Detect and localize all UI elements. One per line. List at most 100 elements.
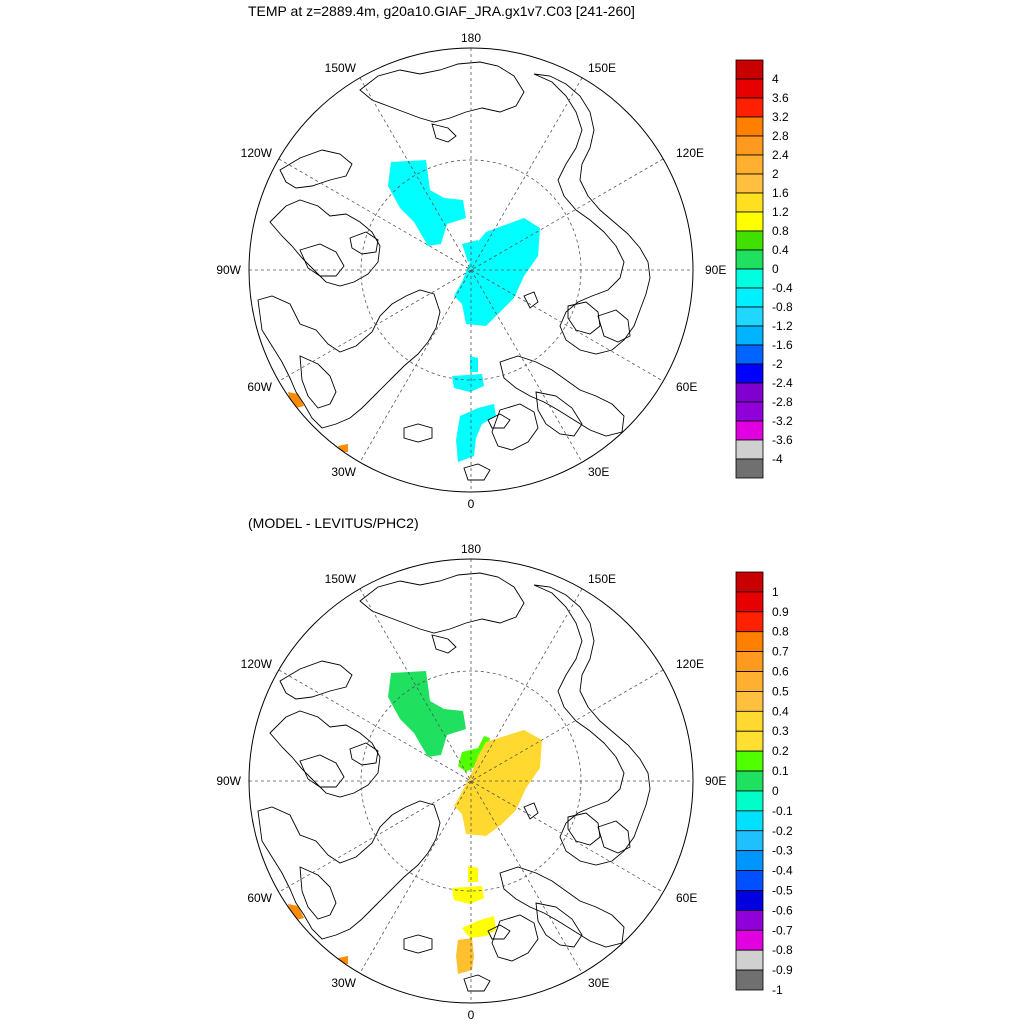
colorbar-swatch xyxy=(735,59,764,80)
green-region-beaufort xyxy=(388,671,466,757)
colorbar-swatch xyxy=(735,363,764,384)
svg-text:60W: 60W xyxy=(247,380,272,394)
orange-region-1 xyxy=(288,392,304,408)
colorbar-tick-label: 0 xyxy=(772,784,779,798)
colorbar-swatch xyxy=(735,850,764,871)
orange-region-1b xyxy=(288,904,304,920)
svg-text:60E: 60E xyxy=(676,891,697,905)
graticule-top xyxy=(249,48,693,492)
colorbar-swatch xyxy=(735,192,764,213)
colorbar-tick-label: 2.4 xyxy=(772,148,789,162)
colorbar-swatch xyxy=(735,949,764,971)
cyan-region-fram xyxy=(452,356,484,392)
colorbar-swatch xyxy=(735,929,764,951)
colorbar-tick-label: -0.4 xyxy=(772,864,793,878)
colorbar-tick-label: 0.4 xyxy=(772,243,789,257)
colorbar-tick-label: -0.8 xyxy=(772,300,793,314)
coastlines-bottom xyxy=(257,572,651,992)
colorbar-tick-label: -0.3 xyxy=(772,844,793,858)
svg-text:30W: 30W xyxy=(331,976,356,990)
coastlines-top xyxy=(257,61,651,481)
svg-text:120W: 120W xyxy=(241,146,273,160)
colorbar-swatch xyxy=(735,671,764,692)
colorbar-tick-label: 3.2 xyxy=(772,110,789,124)
longitude-labels-bottom: 180 0 90W 90E 150W 120W 60W 30W 150E 120… xyxy=(216,542,726,1022)
colorbar-swatch xyxy=(735,909,764,931)
cyan-region-central-arctic xyxy=(454,218,540,326)
colorbar-swatch xyxy=(735,230,764,251)
colorbar-tick-label: -0.8 xyxy=(772,943,793,957)
orange-region-nordic xyxy=(456,938,474,974)
colorbar-swatch xyxy=(735,78,764,99)
colorbar-swatch xyxy=(735,830,764,852)
colorbar-swatch xyxy=(735,382,764,403)
svg-text:120E: 120E xyxy=(676,657,704,671)
colorbar-tick-label: -3.2 xyxy=(772,414,793,428)
colorbar-tick-label: -0.5 xyxy=(772,883,793,897)
colorbar-swatch xyxy=(735,770,764,792)
cyan-region-beaufort xyxy=(388,160,466,246)
colorbar-swatch xyxy=(735,870,764,891)
svg-text:90E: 90E xyxy=(705,263,726,277)
polar-map-top: 180 0 90W 90E 150W 120W 60W 30W 150E 120… xyxy=(216,31,793,511)
colorbar-tick-label: 0.7 xyxy=(772,645,789,659)
colorbar-tick-label: 4 xyxy=(772,72,779,86)
colorbar-tick-label: -0.7 xyxy=(772,923,793,937)
colorbar-swatch xyxy=(735,325,764,346)
colorbar-tick-label: 0.5 xyxy=(772,684,789,698)
colorbar-tick-label: -0.6 xyxy=(772,903,793,917)
colorbar-swatch xyxy=(735,306,764,327)
colorbar-swatch xyxy=(735,154,764,175)
colorbar-swatch xyxy=(735,268,764,289)
colorbar-swatch xyxy=(735,710,764,732)
svg-text:30E: 30E xyxy=(588,976,609,990)
colorbar-tick-label: -1.2 xyxy=(772,319,793,333)
plot-title-difference: (MODEL - LEVITUS/PHC2) xyxy=(248,515,419,531)
colorbar-tick-label: -1.6 xyxy=(772,338,793,352)
colorbar-swatch xyxy=(735,458,764,479)
colorbar-swatch xyxy=(735,790,764,812)
colorbar-swatch xyxy=(735,135,764,156)
yellow-region-nordic-north xyxy=(462,916,496,938)
colorbar-tick-label: 0.8 xyxy=(772,625,789,639)
longitude-labels-top: 180 0 90W 90E 150W 120W 60W 30W 150E 120… xyxy=(216,31,726,511)
colorbar-swatch xyxy=(735,344,764,365)
colorbar-swatch xyxy=(735,611,764,633)
colorbar-tick-label: 0.8 xyxy=(772,224,789,238)
colorbar-tick-label: -2.8 xyxy=(772,395,793,409)
colorbar-swatch xyxy=(735,287,764,308)
colorbar-tick-label: 2 xyxy=(772,167,779,181)
colorbar-tick-label: -0.2 xyxy=(772,824,793,838)
colorbar-tick-label: -0.1 xyxy=(772,804,793,818)
colorbar-swatch xyxy=(735,173,764,194)
colorbar-tick-label: 0.1 xyxy=(772,764,789,778)
colorbar-tick-label: -3.6 xyxy=(772,433,793,447)
svg-text:90W: 90W xyxy=(216,263,241,277)
colorbar-tick-label: 1.6 xyxy=(772,186,789,200)
colorbar-tick-label: 3.6 xyxy=(772,91,789,105)
svg-text:30E: 30E xyxy=(588,465,609,479)
svg-text:120W: 120W xyxy=(241,657,273,671)
svg-text:60W: 60W xyxy=(247,891,272,905)
colorbar-tick-label: 1 xyxy=(772,585,779,599)
colorbar-swatch xyxy=(735,439,764,460)
map-boundary-top xyxy=(248,47,694,493)
svg-text:0: 0 xyxy=(468,497,475,511)
colorbar-swatch xyxy=(735,651,764,672)
colorbar-tick-label: 0.3 xyxy=(772,724,789,738)
colorbar-tick-label: -0.4 xyxy=(772,281,793,295)
lightgreen-region-small xyxy=(458,736,490,772)
colorbar-tick-label: -0.9 xyxy=(772,963,793,977)
colorbar-tick-label: 0.6 xyxy=(772,665,789,679)
colorbar-swatch xyxy=(735,116,764,137)
yellow-region-central-arctic xyxy=(454,730,542,836)
colorbar-swatch xyxy=(735,810,764,832)
colorbar-tick-label: -1 xyxy=(772,983,783,997)
cyan-region-small xyxy=(462,240,480,262)
svg-text:120E: 120E xyxy=(676,146,704,160)
svg-text:150E: 150E xyxy=(588,61,616,75)
yellow-region-fram xyxy=(452,866,484,904)
svg-text:150W: 150W xyxy=(325,61,357,75)
colorbar-tick-label: -2 xyxy=(772,357,783,371)
